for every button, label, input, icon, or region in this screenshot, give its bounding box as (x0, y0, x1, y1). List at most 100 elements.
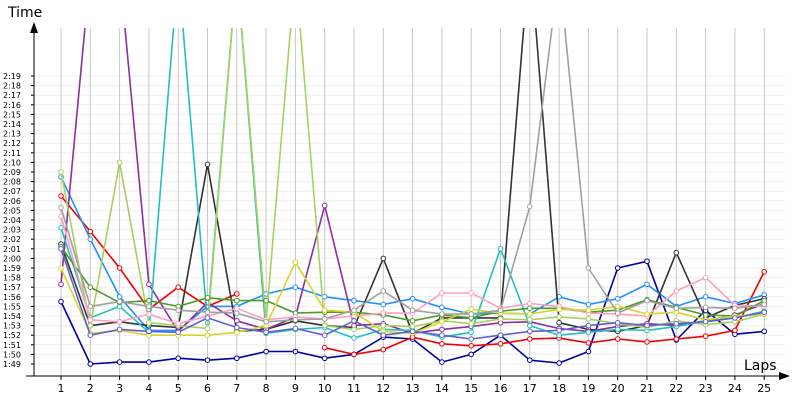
data-point (527, 322, 533, 329)
series-layer (58, 28, 768, 367)
y-tick-label: 2:01 (3, 245, 21, 254)
y-tick-label: 1:58 (3, 274, 21, 283)
data-point (702, 304, 709, 311)
x-tick-label: 17 (523, 382, 537, 395)
data-point (263, 348, 269, 355)
data-point (321, 355, 328, 362)
data-point (292, 317, 299, 323)
data-point (146, 359, 152, 365)
data-point (761, 309, 768, 315)
data-point (175, 307, 181, 314)
data-point (87, 317, 94, 323)
data-point (673, 305, 680, 312)
x-tick-label: 14 (435, 382, 449, 395)
data-point (614, 303, 621, 310)
y-tick-label: 2:09 (3, 168, 21, 177)
y-tick-label: 2:13 (3, 130, 21, 139)
data-point (116, 326, 123, 333)
data-point (761, 301, 768, 308)
x-tick-label: 7 (233, 382, 240, 395)
x-tick-label: 12 (376, 382, 390, 395)
x-axis-ticks: 1 2 3 4 5 6 7 8 9 10 11 12 13 14 15 16 17 18 19 20 21 22 23 24 2… (58, 376, 771, 395)
data-point (761, 328, 768, 335)
data-point (673, 249, 680, 256)
data-point (116, 359, 123, 365)
y-tick-label: 1:53 (3, 322, 21, 331)
data-point (204, 357, 211, 363)
data-point (644, 258, 650, 265)
data-point (116, 318, 123, 325)
data-point (380, 310, 387, 316)
data-point (321, 322, 328, 329)
data-point (556, 332, 562, 339)
data-point (321, 202, 328, 209)
data-point (585, 307, 592, 314)
data-point (409, 318, 416, 324)
data-point (614, 319, 621, 326)
data-point (702, 318, 709, 325)
data-point (732, 327, 738, 334)
data-point (380, 255, 387, 262)
data-point (644, 339, 650, 345)
x-tick-label: 1 (58, 382, 65, 395)
data-point (292, 284, 299, 291)
data-point (58, 193, 64, 199)
data-point (556, 314, 562, 320)
data-point (292, 325, 299, 332)
data-point (409, 307, 416, 314)
data-point (204, 332, 211, 339)
data-point (702, 312, 709, 318)
y-axis-arrow (30, 22, 38, 33)
data-point (204, 315, 211, 321)
x-tick-label: 13 (406, 382, 420, 395)
data-point (585, 348, 592, 355)
data-point (234, 329, 240, 336)
data-point (732, 315, 738, 321)
data-point (146, 303, 152, 310)
x-tick-label: 24 (728, 382, 742, 395)
data-point (351, 318, 357, 324)
x-tick-label: 2 (87, 382, 94, 395)
data-point (146, 281, 152, 288)
data-point (351, 307, 357, 314)
data-point (380, 322, 387, 329)
y-tick-label: 2:11 (3, 149, 21, 158)
data-point (585, 301, 592, 308)
data-point (263, 297, 269, 304)
data-point (351, 326, 357, 333)
data-point (527, 336, 533, 342)
y-tick-label: 2:18 (3, 82, 21, 91)
x-tick-label: 3 (116, 382, 123, 395)
data-point (263, 329, 269, 336)
y-tick-label: 2:15 (3, 110, 21, 119)
data-point (702, 333, 709, 339)
y-tick-label: 2:08 (3, 178, 21, 187)
y-tick-label: 2:10 (3, 158, 21, 167)
data-point (87, 332, 94, 339)
data-point (58, 224, 64, 231)
data-point (614, 310, 621, 316)
data-point (468, 290, 475, 296)
series-11 (58, 28, 768, 325)
y-tick-label: 2:05 (3, 206, 21, 215)
data-point (58, 281, 64, 288)
y-tick-label: 1:54 (3, 312, 21, 321)
y-axis-ticks: 1:491:501:511:521:531:541:551:561:571:58… (3, 72, 34, 369)
data-point (468, 342, 475, 349)
data-point (497, 246, 504, 252)
series-2 (58, 193, 768, 358)
data-point (321, 332, 328, 339)
data-point (527, 311, 533, 317)
data-point (585, 265, 592, 271)
data-point (527, 317, 533, 323)
data-point (321, 316, 328, 322)
data-point (321, 307, 328, 314)
data-point (146, 311, 152, 317)
data-point (409, 323, 416, 330)
data-point (409, 295, 416, 302)
x-axis-title: Laps (744, 358, 777, 374)
data-point (497, 332, 504, 339)
y-tick-label: 2:02 (3, 235, 21, 244)
data-point (614, 295, 621, 302)
data-point (527, 328, 533, 335)
